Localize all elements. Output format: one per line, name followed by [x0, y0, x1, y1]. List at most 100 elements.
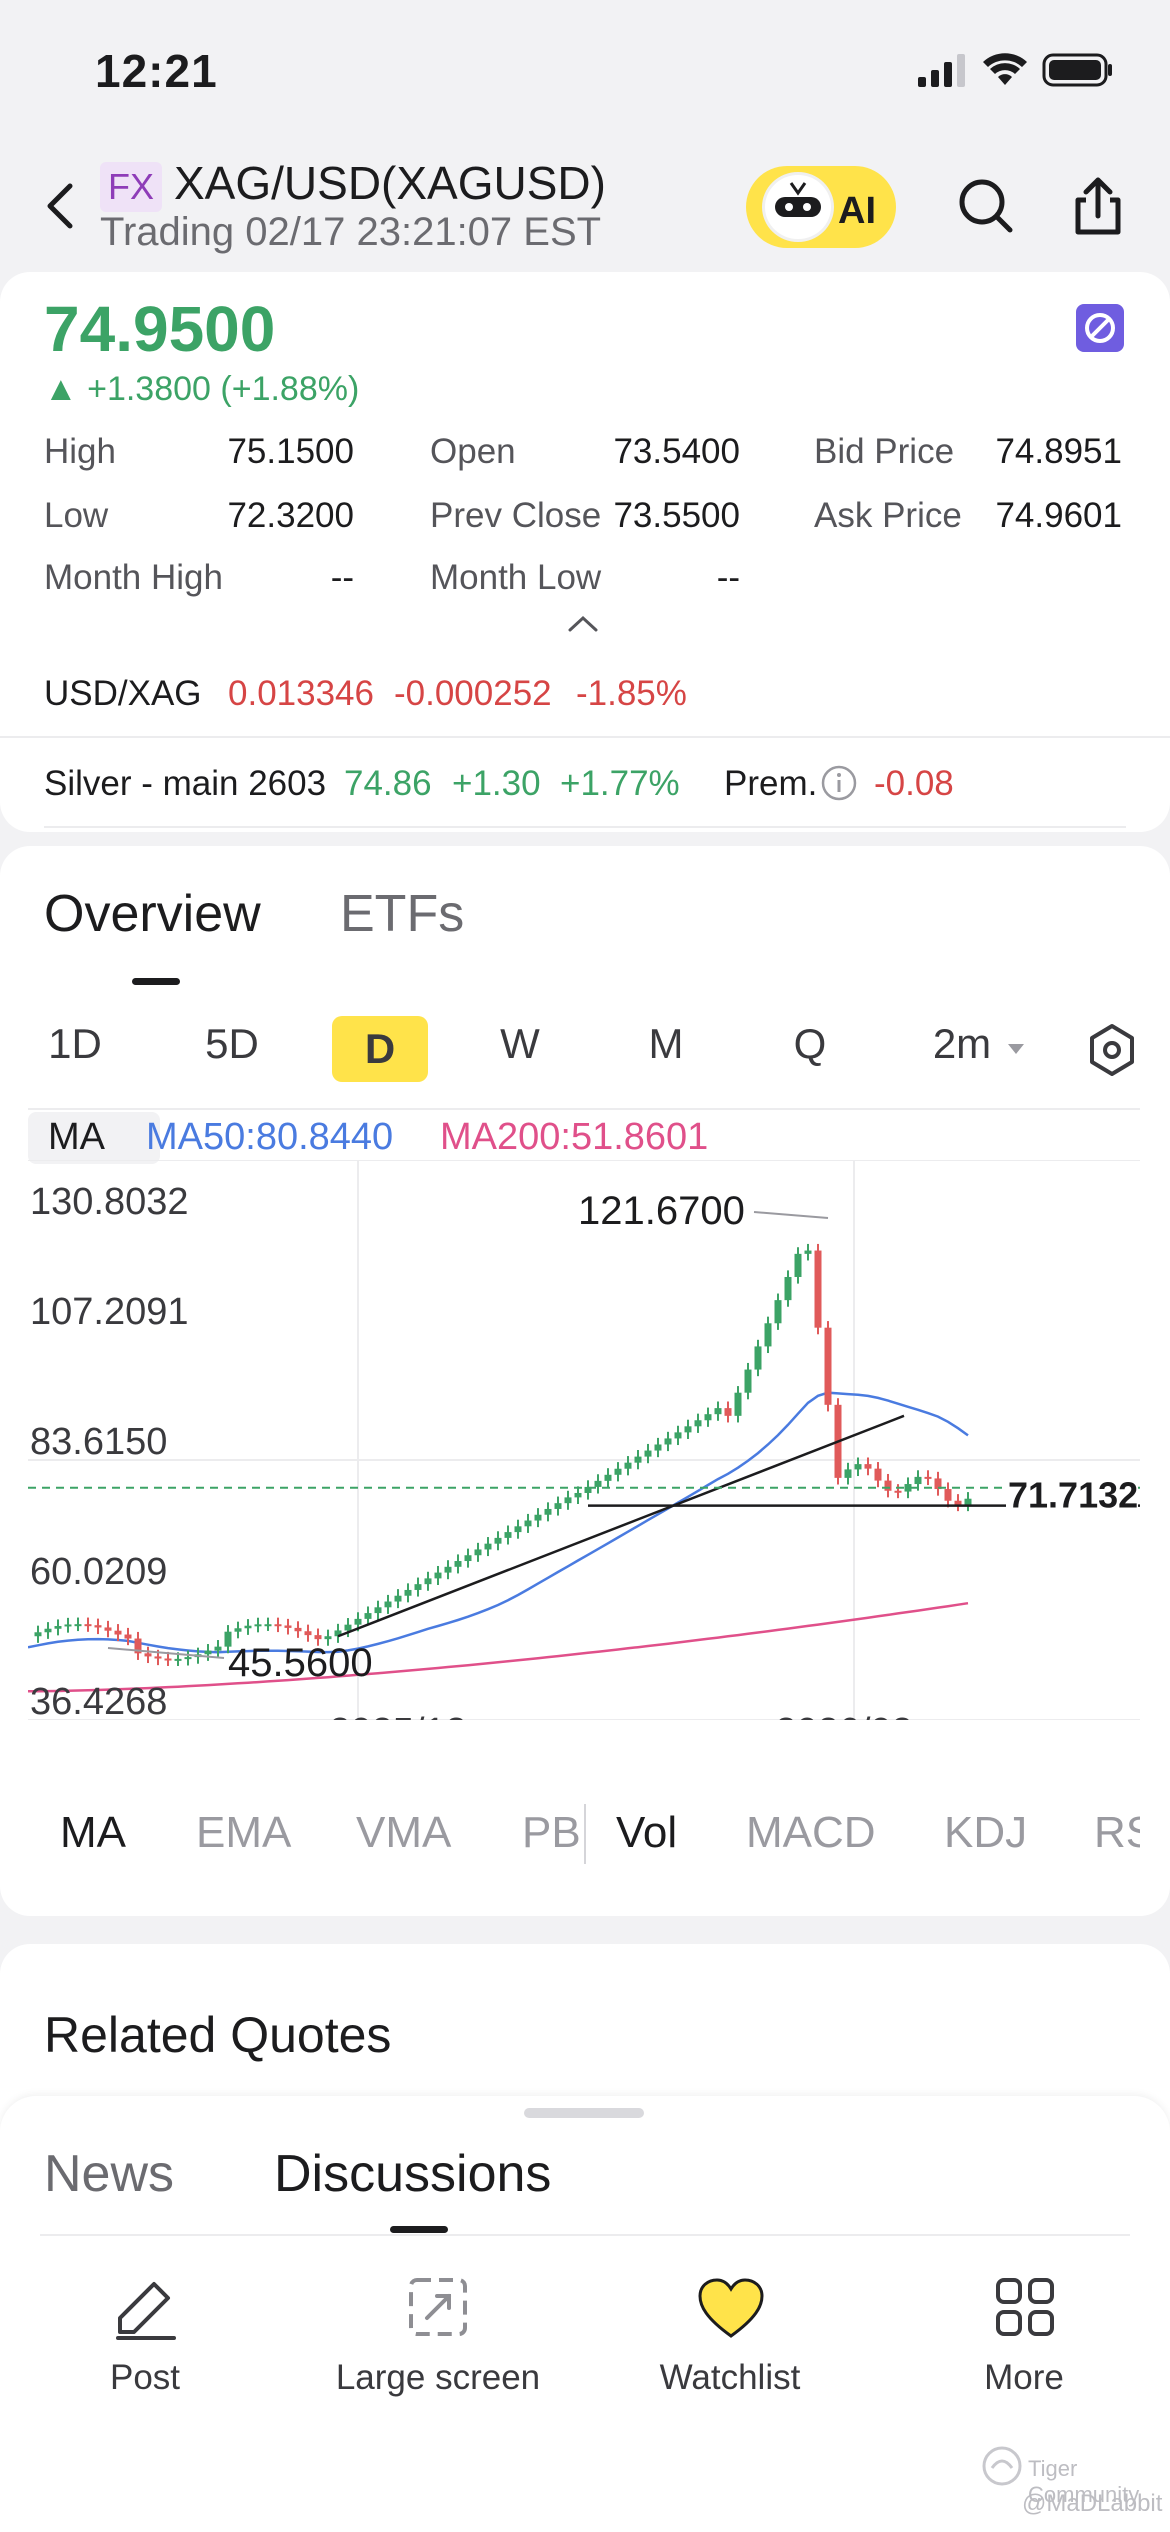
- candle-body: [564, 1497, 572, 1504]
- candle-body: [264, 1624, 272, 1627]
- indicator-ma[interactable]: MA: [60, 1808, 126, 1857]
- stat-label-month-low: Month Low: [430, 558, 602, 597]
- collapse-chevron-icon[interactable]: [566, 612, 600, 634]
- candle-body: [354, 1618, 362, 1625]
- candle-body: [954, 1500, 962, 1505]
- candle-body: [754, 1346, 762, 1370]
- share-icon[interactable]: [1068, 176, 1128, 236]
- candle-body: [54, 1626, 62, 1629]
- candle-body: [704, 1414, 712, 1421]
- stat-value-high: 75.1500: [227, 432, 354, 471]
- watermark-brand: Tiger Community: [1028, 2456, 1140, 2507]
- stat-value-ask: 74.9601: [995, 496, 1122, 535]
- tab-news[interactable]: News: [44, 2145, 175, 2203]
- pencil-icon: [116, 2282, 176, 2340]
- futures-label[interactable]: Silver - main 2603: [44, 764, 327, 803]
- battery-icon: [1042, 53, 1112, 87]
- candle-body: [854, 1464, 862, 1470]
- period-1d[interactable]: 1D: [48, 1020, 102, 1067]
- candle-body: [714, 1408, 722, 1415]
- dropdown-caret-icon[interactable]: [1006, 1042, 1026, 1056]
- candle-body: [134, 1638, 142, 1654]
- tab-discussions[interactable]: Discussions: [274, 2145, 552, 2203]
- inverse-pair-change: -0.000252: [394, 674, 552, 713]
- candle-body: [494, 1537, 502, 1544]
- period-d[interactable]: D: [332, 1016, 428, 1082]
- candle-body: [334, 1630, 342, 1637]
- tab-underline: [390, 2226, 448, 2233]
- candle-body: [584, 1486, 592, 1493]
- brand-logo-icon[interactable]: [1076, 304, 1124, 352]
- tab-overview[interactable]: Overview: [44, 885, 261, 943]
- candle-body: [694, 1420, 702, 1427]
- period-q[interactable]: Q: [793, 1020, 827, 1067]
- stat-value-month-high: --: [330, 558, 354, 597]
- y-tick-label: 60.0209: [30, 1551, 167, 1593]
- candle-body: [374, 1607, 382, 1614]
- period-2m[interactable]: 2m: [932, 1020, 992, 1067]
- candle-body: [44, 1628, 52, 1633]
- candle-body: [904, 1484, 912, 1492]
- futures-value: 74.86: [344, 764, 432, 803]
- indicator-kdj[interactable]: KDJ: [944, 1808, 1028, 1857]
- indicator-vol[interactable]: Vol: [616, 1808, 678, 1857]
- candle-body: [654, 1444, 662, 1451]
- candle-body: [324, 1636, 332, 1640]
- indicator-macd[interactable]: MACD: [746, 1808, 876, 1857]
- candle-body: [484, 1543, 492, 1550]
- sheet-handle[interactable]: [524, 2108, 644, 2118]
- candle-body: [404, 1589, 412, 1596]
- candle-body: [174, 1658, 182, 1661]
- search-icon[interactable]: [956, 176, 1016, 236]
- more-button[interactable]: More: [944, 2264, 1104, 2414]
- period-m[interactable]: M: [648, 1020, 684, 1067]
- status-time: 12:21: [95, 45, 218, 97]
- candle-body: [114, 1630, 122, 1635]
- current-annotation: 71.7132: [1008, 1475, 1138, 1516]
- post-button[interactable]: Post: [60, 2264, 230, 2414]
- back-icon[interactable]: [40, 178, 80, 234]
- annotation-leader: [107, 1647, 225, 1659]
- candle-body: [504, 1532, 512, 1538]
- candle-body: [744, 1369, 752, 1393]
- price-chart[interactable]: 130.8032 107.2091 83.6150 60.0209 36.4268 202…: [28, 1160, 1140, 1720]
- indicator-rs[interactable]: RS: [1094, 1808, 1140, 1857]
- candle-body: [604, 1474, 612, 1481]
- candle-body: [464, 1555, 472, 1562]
- candle-body: [304, 1631, 312, 1636]
- candle-body: [104, 1627, 112, 1631]
- ma-toggle[interactable]: [28, 1112, 160, 1164]
- candle-body: [64, 1624, 72, 1627]
- watchlist-label: Watchlist: [659, 2358, 801, 2397]
- trading-status: Trading 02/17 23:21:07 EST: [100, 210, 602, 254]
- divider: [44, 826, 1126, 828]
- candle-body: [34, 1632, 42, 1637]
- watchlist-button[interactable]: Watchlist: [640, 2264, 820, 2414]
- candle-body: [514, 1526, 522, 1533]
- more-label: More: [984, 2358, 1064, 2397]
- stat-label-bid: Bid Price: [814, 432, 955, 471]
- y-tick-label: 83.6150: [30, 1421, 167, 1463]
- divider: [28, 1108, 1140, 1110]
- indicator-pb[interactable]: PB: [522, 1808, 581, 1857]
- chart-settings-icon[interactable]: [1086, 1022, 1138, 1078]
- period-w[interactable]: W: [500, 1020, 540, 1067]
- tab-etfs[interactable]: ETFs: [340, 885, 465, 943]
- divider: [40, 2234, 1130, 2236]
- indicator-ema[interactable]: EMA: [196, 1808, 292, 1857]
- candle-body: [394, 1595, 402, 1602]
- large-screen-button[interactable]: Large screen: [318, 2264, 558, 2414]
- post-label: Post: [109, 2358, 181, 2397]
- stat-label-high: High: [44, 432, 116, 471]
- price-change: ▲ +1.3800 (+1.88%): [44, 370, 360, 408]
- indicator-vma[interactable]: VMA: [356, 1808, 452, 1857]
- y-tick-label: 107.2091: [30, 1291, 189, 1333]
- candle-body: [364, 1613, 372, 1619]
- quote-card: [0, 272, 1170, 832]
- inverse-pair-label: USD/XAG: [44, 674, 202, 713]
- trendline: [337, 1414, 905, 1638]
- ai-mascot-icon: [762, 172, 834, 242]
- period-5d[interactable]: 5D: [205, 1020, 259, 1067]
- info-icon[interactable]: [820, 764, 858, 802]
- candle-body: [614, 1468, 622, 1475]
